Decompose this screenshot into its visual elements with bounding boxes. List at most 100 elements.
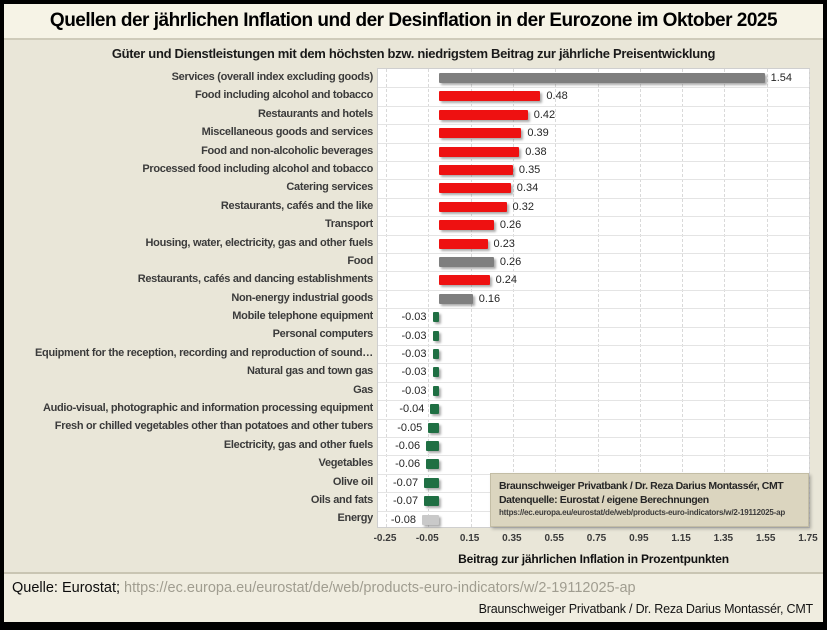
footer-source-label: Quelle: Eurostat; bbox=[12, 580, 120, 596]
category-label: Catering services bbox=[286, 181, 373, 194]
bar bbox=[426, 459, 439, 470]
bar bbox=[438, 109, 528, 120]
x-tick-label: 0.15 bbox=[459, 533, 480, 544]
footer-source-line: Quelle: Eurostat; https://ec.europa.eu/e… bbox=[12, 580, 636, 596]
x-tick-label: 1.15 bbox=[671, 533, 691, 544]
category-label: Processed food including alcohol and tob… bbox=[142, 162, 373, 175]
row-separator bbox=[378, 253, 809, 254]
gridline bbox=[766, 69, 768, 527]
source-datasource: Datenquelle: Eurostat / eigene Berechnun… bbox=[499, 494, 709, 506]
category-label: Restaurants, cafés and dancing establish… bbox=[137, 273, 373, 286]
bar bbox=[424, 496, 439, 507]
bar bbox=[438, 146, 520, 157]
category-label: Personal computers bbox=[272, 328, 373, 341]
bar bbox=[438, 257, 494, 267]
bar-value-label: 0.16 bbox=[478, 292, 501, 305]
bar bbox=[432, 330, 439, 341]
bar-value-label: -0.07 bbox=[392, 495, 419, 508]
bar bbox=[438, 165, 513, 175]
gridline bbox=[809, 69, 810, 527]
bar-value-label: -0.07 bbox=[392, 476, 419, 489]
gridline bbox=[639, 69, 641, 527]
row-separator bbox=[378, 363, 809, 365]
category-label: Equipment for the reception, recording a… bbox=[34, 346, 373, 359]
x-axis-ticks: -0.25 -0.05 0.15 0.35 0.55 0.75 0.95 1.15 1.35 1.… bbox=[374, 533, 818, 547]
bar-value-label: 0.26 bbox=[499, 256, 522, 268]
row-separator bbox=[378, 418, 809, 420]
gridline bbox=[724, 69, 726, 527]
row-separator bbox=[378, 271, 809, 273]
row-separator bbox=[378, 105, 809, 107]
category-label: Audio-visual, photographic and informati… bbox=[42, 402, 373, 415]
gridline bbox=[512, 69, 514, 527]
category-label: Energy bbox=[337, 512, 374, 525]
x-tick-label: 1.55 bbox=[755, 533, 776, 544]
category-label: Natural gas and town gas bbox=[246, 365, 373, 378]
bar-value-label: -0.04 bbox=[399, 403, 425, 416]
bar-value-label: -0.03 bbox=[401, 384, 427, 397]
bar-value-label: 0.38 bbox=[525, 145, 547, 158]
gridline bbox=[428, 69, 430, 527]
bar bbox=[428, 422, 439, 433]
bar bbox=[432, 367, 439, 378]
category-label: Services (overall index excluding goods) bbox=[171, 71, 373, 83]
source-box: Braunschweiger Privatbank / Dr. Reza Dar… bbox=[490, 473, 809, 527]
bar-value-label: 0.48 bbox=[546, 90, 568, 103]
bar-value-label: 0.42 bbox=[533, 108, 556, 121]
bar-value-label: -0.08 bbox=[390, 513, 416, 526]
chart-content: Quellen der jährlichen Inflation und der… bbox=[4, 4, 823, 622]
row-separator bbox=[378, 289, 809, 291]
category-label: Food and non-alcoholic beverages bbox=[201, 144, 373, 157]
row-separator bbox=[378, 400, 809, 402]
gridline bbox=[555, 69, 557, 527]
bar bbox=[438, 183, 511, 194]
x-tick-label: -0.05 bbox=[415, 533, 439, 544]
category-label: Fresh or chilled vegetables other than p… bbox=[54, 420, 373, 433]
title-bar: Quellen der jährlichen Inflation und der… bbox=[4, 4, 823, 40]
footer-source-url: https://ec.europa.eu/eurostat/de/web/pro… bbox=[124, 580, 636, 596]
row-separator bbox=[378, 124, 809, 126]
bar bbox=[432, 312, 439, 323]
category-label: Gas bbox=[353, 383, 373, 396]
category-label: Miscellaneous goods and services bbox=[201, 126, 373, 139]
bar bbox=[430, 404, 439, 415]
footer-credit: Braunschweiger Privatbank / Dr. Reza Dar… bbox=[478, 602, 814, 616]
bar-value-label: 0.39 bbox=[527, 127, 549, 140]
plot-area: 1.54 0.48 0.42 0.39 0.38 0.35 0.34 0.32 0.26 0.23… bbox=[377, 68, 810, 528]
row-separator bbox=[378, 381, 809, 383]
bar bbox=[421, 514, 439, 525]
category-label: Vegetables bbox=[318, 457, 373, 470]
bar bbox=[432, 385, 439, 396]
category-label: Mobile telephone equipment bbox=[232, 310, 373, 323]
bar bbox=[438, 73, 765, 83]
row-separator bbox=[378, 142, 809, 144]
x-tick-label: 1.35 bbox=[713, 533, 734, 544]
category-label: Restaurants and hotels bbox=[257, 107, 373, 120]
footer: Quelle: Eurostat; https://ec.europa.eu/e… bbox=[4, 572, 823, 622]
gridline bbox=[386, 69, 387, 527]
row-separator bbox=[378, 179, 809, 181]
bar-value-label: -0.05 bbox=[397, 421, 423, 434]
category-label: Housing, water, electricity, gas and oth… bbox=[145, 236, 373, 249]
x-tick-label: 0.75 bbox=[586, 533, 607, 544]
category-label: Oils and fats bbox=[310, 493, 373, 506]
row-separator bbox=[378, 455, 809, 457]
bar-value-label: 0.32 bbox=[512, 200, 534, 213]
category-label: Food bbox=[347, 254, 373, 267]
gridline bbox=[597, 69, 599, 527]
x-tick-label: 0.55 bbox=[544, 533, 564, 544]
bar-value-label: -0.03 bbox=[401, 366, 427, 379]
x-tick-label: 0.35 bbox=[502, 533, 522, 544]
x-tick-label: 0.95 bbox=[629, 533, 649, 544]
category-label: Restaurants, cafés and the like bbox=[220, 199, 373, 212]
bar bbox=[438, 201, 507, 212]
x-tick-label: 1.75 bbox=[798, 533, 818, 544]
row-separator bbox=[378, 345, 809, 346]
bar-value-label: 0.26 bbox=[499, 219, 522, 232]
category-labels: Services (overall index excluding goods)… bbox=[4, 68, 373, 528]
bar bbox=[438, 128, 522, 139]
bar-value-label: 0.34 bbox=[516, 182, 539, 195]
row-separator bbox=[378, 326, 809, 328]
bar-value-label: -0.03 bbox=[401, 311, 427, 324]
